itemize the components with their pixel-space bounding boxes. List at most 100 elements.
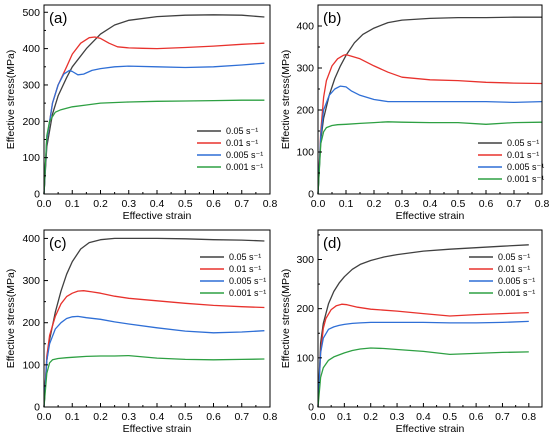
legend-entry: 0.005 s⁻¹ [226, 150, 263, 160]
x-tick-label: 0.2 [93, 411, 108, 423]
x-tick-label: 0.3 [121, 198, 136, 210]
x-tick-label: 0.5 [451, 198, 466, 210]
legend-entry: 0.05 s⁻¹ [498, 252, 530, 262]
legend-entry: 0.001 s⁻¹ [507, 174, 544, 184]
y-tick-label: 100 [22, 359, 40, 371]
legend: 0.05 s⁻¹ 0.01 s⁻¹ 0.005 s⁻¹ 0.001 s⁻¹ [469, 252, 535, 298]
legend-entry: 0.05 s⁻¹ [226, 126, 258, 136]
legend-entry: 0.005 s⁻¹ [498, 276, 535, 286]
x-tick-label: 0.0 [37, 198, 52, 210]
x-tick-label: 0.5 [178, 198, 193, 210]
y-axis-label: Effective stress(MPa) [5, 50, 17, 150]
y-tick-label: 400 [22, 233, 40, 245]
series-line [317, 53, 543, 195]
x-tick-label: 0.1 [339, 198, 354, 210]
legend-entry: 0.001 s⁻¹ [229, 288, 266, 298]
x-tick-label: 0.1 [65, 411, 80, 423]
series-line [317, 16, 542, 195]
x-tick-label: 0.7 [234, 411, 249, 423]
x-tick-label: 0.6 [206, 411, 221, 423]
x-axis-label: Effective strain [123, 423, 192, 435]
legend-entry: 0.01 s⁻¹ [507, 150, 539, 160]
y-tick-label: 400 [296, 21, 314, 33]
y-tick-label: 0 [308, 402, 314, 414]
series-line [43, 290, 265, 408]
legend-entry: 0.01 s⁻¹ [229, 264, 261, 274]
legend-entry: 0.001 s⁻¹ [498, 288, 535, 298]
panel-label: (d) [323, 235, 341, 252]
legend: 0.05 s⁻¹ 0.01 s⁻¹ 0.005 s⁻¹ 0.001 s⁻¹ [200, 252, 266, 298]
x-tick-label: 0.4 [150, 411, 165, 423]
x-axis-label: Effective strain [396, 423, 465, 435]
x-tick-label: 0.1 [65, 198, 80, 210]
plot-frame [317, 229, 543, 408]
legend: 0.05 s⁻¹ 0.01 s⁻¹ 0.005 s⁻¹ 0.001 s⁻¹ [478, 138, 544, 184]
y-tick-label: 300 [22, 79, 40, 91]
x-axis-label: Effective strain [123, 210, 192, 222]
y-axis-label: Effective stress(MPa) [280, 269, 292, 369]
x-tick-label: 0.6 [479, 198, 494, 210]
panel-label: (b) [323, 10, 341, 27]
legend-entry: 0.005 s⁻¹ [229, 276, 266, 286]
panel-label: (a) [49, 10, 67, 27]
x-axis-label: Effective strain [396, 210, 465, 222]
y-tick-label: 200 [296, 303, 314, 315]
x-tick-label: 0.6 [469, 411, 484, 423]
x-tick-label: 0.0 [311, 198, 326, 210]
y-axis-label: Effective stress(MPa) [5, 269, 17, 369]
y-tick-label: 500 [22, 7, 40, 19]
y-tick-label: 0 [34, 402, 40, 414]
x-tick-label: 0.4 [416, 411, 431, 423]
x-tick-label: 0.5 [178, 411, 193, 423]
y-tick-label: 200 [22, 116, 40, 128]
x-tick-label: 0.4 [423, 198, 438, 210]
legend-entry: 0.05 s⁻¹ [229, 252, 261, 262]
y-tick-label: 300 [296, 254, 314, 266]
y-tick-label: 0 [308, 189, 314, 201]
y-tick-label: 200 [22, 317, 40, 329]
chart-panel: 0.0 0.1 0.2 0.3 0.4 0.5 0.6 0.7 0.8 0 100 200 300 Eff… [280, 229, 543, 435]
series-line [317, 244, 529, 408]
chart-panel: 0.0 0.1 0.2 0.3 0.4 0.5 0.6 0.7 0.8 0 100 200 300 400… [5, 4, 278, 222]
x-tick-label: 0.2 [363, 411, 378, 423]
x-tick-label: 0.3 [395, 198, 410, 210]
panel-label: (c) [49, 235, 67, 252]
y-tick-label: 200 [296, 105, 314, 117]
series-line [43, 14, 265, 195]
series-line [317, 85, 543, 195]
x-tick-label: 0.6 [206, 198, 221, 210]
series-line [43, 354, 265, 408]
legend-entry: 0.005 s⁻¹ [507, 162, 544, 172]
x-tick-label: 0.8 [263, 198, 278, 210]
x-tick-label: 0.1 [337, 411, 352, 423]
y-tick-label: 100 [296, 147, 314, 159]
x-tick-label: 0.7 [234, 198, 249, 210]
series-line [43, 62, 265, 195]
x-tick-label: 0.7 [495, 411, 510, 423]
series-line [317, 320, 529, 408]
series-line [317, 303, 529, 408]
x-tick-label: 0.3 [390, 411, 405, 423]
x-tick-label: 0.0 [311, 411, 326, 423]
series-line [317, 347, 529, 408]
x-tick-label: 0.5 [442, 411, 457, 423]
y-tick-label: 0 [34, 189, 40, 201]
y-tick-label: 300 [296, 63, 314, 75]
x-tick-label: 0.3 [121, 411, 136, 423]
x-tick-label: 0.2 [93, 198, 108, 210]
y-tick-label: 400 [22, 43, 40, 55]
chart-panel: 0.0 0.1 0.2 0.3 0.4 0.5 0.6 0.7 0.8 0 100 200 300 400… [5, 229, 277, 435]
y-axis-label: Effective stress(MPa) [280, 50, 292, 150]
x-tick-label: 0.0 [37, 411, 52, 423]
y-tick-label: 100 [296, 352, 314, 364]
chart-panel: 0.0 0.1 0.2 0.3 0.4 0.5 0.6 0.7 0.8 0 100 200 300 400… [280, 4, 549, 222]
legend-entry: 0.01 s⁻¹ [498, 264, 530, 274]
y-tick-label: 100 [22, 152, 40, 164]
legend-entry: 0.01 s⁻¹ [226, 138, 258, 148]
x-tick-label: 0.4 [150, 198, 165, 210]
series-line [317, 121, 543, 195]
legend-entry: 0.05 s⁻¹ [507, 138, 539, 148]
legend-entry: 0.001 s⁻¹ [226, 162, 263, 172]
series-line [43, 99, 265, 195]
